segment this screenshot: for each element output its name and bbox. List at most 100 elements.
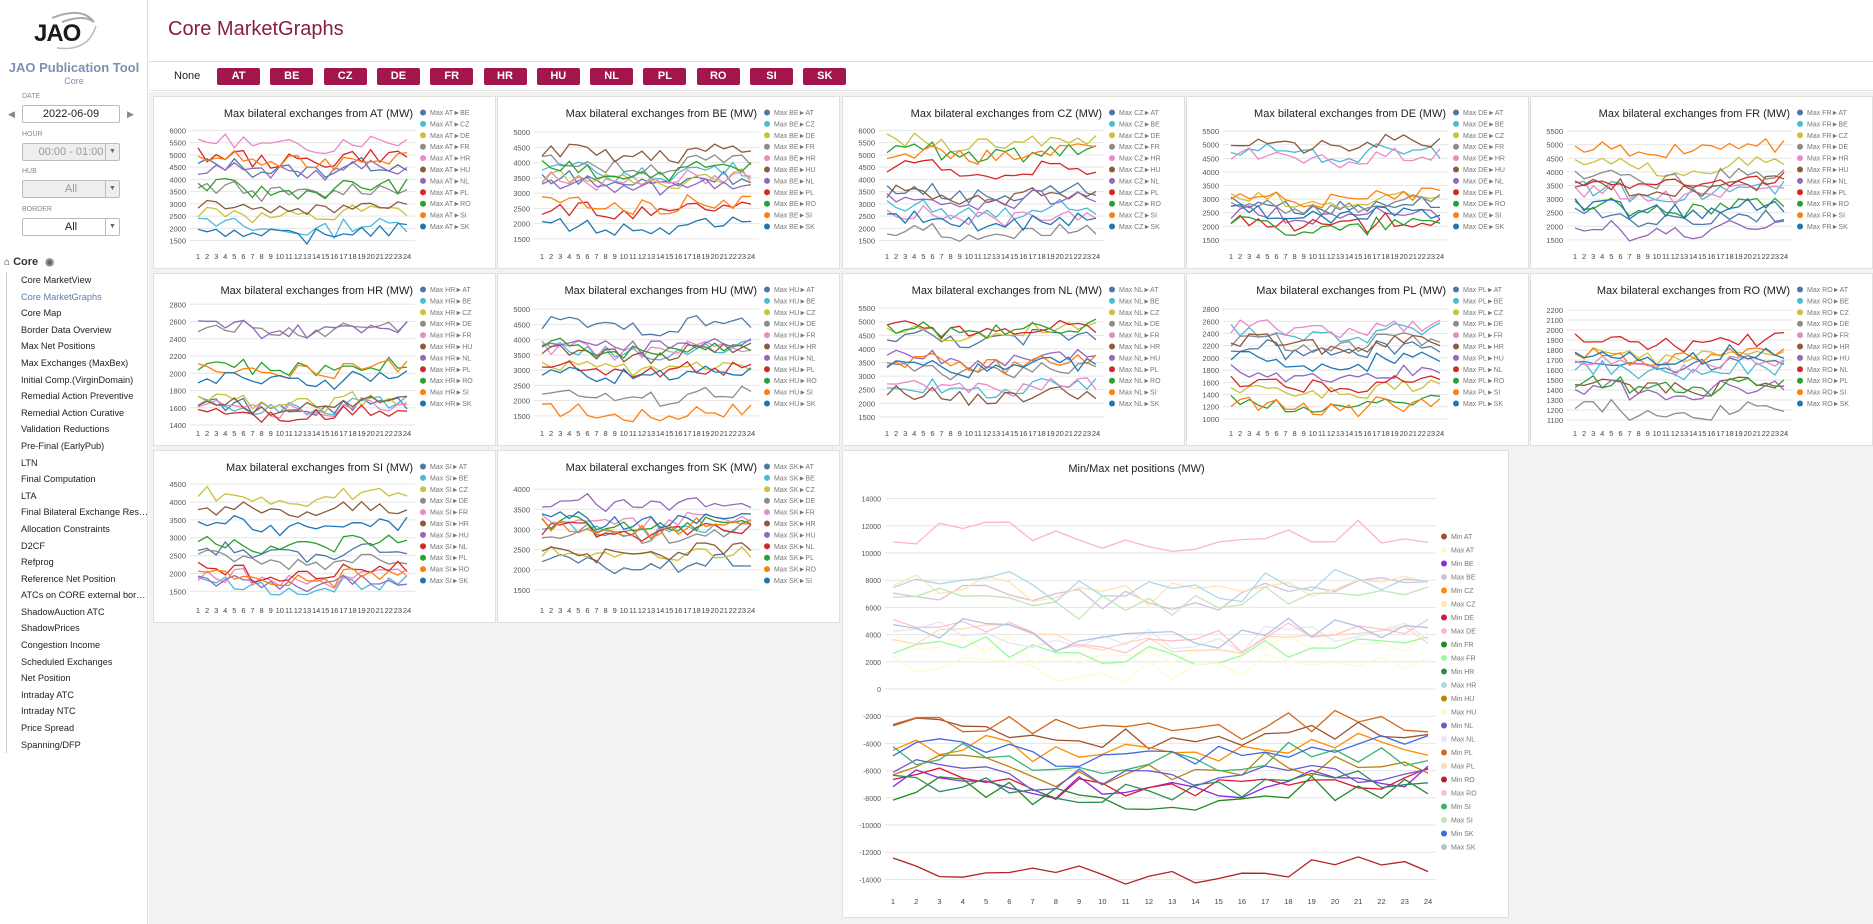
x-tick-label: 13 <box>647 606 655 615</box>
x-tick-label: 12 <box>1671 429 1679 438</box>
hub-select[interactable]: All ▼ <box>22 180 120 198</box>
y-tick-label: 2500 <box>169 552 186 561</box>
zone-button-si[interactable]: SI <box>750 68 793 85</box>
sidebar-item[interactable]: D2CF <box>21 540 45 551</box>
x-tick-label: 3 <box>214 252 218 261</box>
sidebar-item[interactable]: Validation Reductions <box>21 424 110 435</box>
x-tick-label: 17 <box>339 252 347 261</box>
sidebar-item[interactable]: Reference Net Position <box>21 573 116 584</box>
y-tick-label: 3000 <box>169 200 186 209</box>
x-tick-label: 11 <box>974 429 982 438</box>
legend-swatch <box>1797 223 1803 230</box>
zone-button-cz[interactable]: CZ <box>323 68 367 85</box>
sidebar-item[interactable]: Intraday ATC <box>21 689 74 700</box>
zone-button-ro[interactable]: RO <box>696 68 740 85</box>
zone-button-hr[interactable]: HR <box>483 68 527 85</box>
y-tick-label: 4000 <box>1546 168 1563 177</box>
y-tick-label: 2500 <box>513 381 530 390</box>
sidebar-item[interactable]: ShadowAuction ATC <box>21 606 105 617</box>
sidebar-item[interactable]: Border Data Overview <box>21 324 112 335</box>
series-line <box>1574 167 1785 190</box>
sidebar-item[interactable]: Pre-Final (EarlyPub) <box>21 440 105 451</box>
x-tick-label: 3 <box>1591 429 1595 438</box>
legend-item: Max HR►AT <box>430 287 471 294</box>
legend-swatch <box>420 389 426 396</box>
hour-select[interactable]: 00:00 - 01:00 ▼ <box>22 143 120 161</box>
sidebar-item[interactable]: Net Position <box>21 673 71 684</box>
sidebar-item[interactable]: LTA <box>21 490 37 501</box>
sidebar-item[interactable]: Remedial Action Preventive <box>21 391 134 402</box>
prev-date-icon[interactable]: ◀ <box>8 109 15 119</box>
x-tick-label: 4 <box>223 606 227 615</box>
legend-item: Max DE►SK <box>1463 224 1504 231</box>
x-tick-label: 12 <box>294 606 302 615</box>
sidebar-item[interactable]: Refprog <box>21 557 54 568</box>
y-tick-label: 3000 <box>169 534 186 543</box>
zone-button-at[interactable]: AT <box>217 68 260 85</box>
x-tick-label: 5 <box>1265 429 1269 438</box>
page-title: Core MarketGraphs <box>168 18 344 40</box>
series-line <box>892 618 1429 654</box>
legend-swatch <box>764 486 770 493</box>
filter-none[interactable]: None <box>174 70 201 82</box>
zone-button-be[interactable]: BE <box>270 68 314 85</box>
legend-item: Max DE►PL <box>1463 190 1503 197</box>
eye-icon[interactable]: ◉ <box>45 257 54 268</box>
y-tick-label: 1800 <box>1546 346 1563 355</box>
sidebar-item[interactable]: Final Computation <box>21 474 96 485</box>
sidebar-item[interactable]: Price Spread <box>21 723 75 734</box>
y-tick-label: 2000 <box>858 224 875 233</box>
series-line <box>197 575 408 596</box>
x-tick-label: 1 <box>885 252 889 261</box>
zone-button-pl[interactable]: PL <box>643 68 687 85</box>
legend-item: Max RO►CZ <box>1807 310 1850 317</box>
sidebar-item[interactable]: Intraday NTC <box>21 706 76 717</box>
zone-button-de[interactable]: DE <box>376 68 420 85</box>
x-tick-label: 10 <box>276 429 284 438</box>
nav-section-core[interactable]: ⌂ Core ◉ <box>4 256 54 268</box>
x-tick-label: 10 <box>1653 252 1661 261</box>
series-line <box>1230 204 1441 224</box>
sidebar-item[interactable]: Final Bilateral Exchange Restri... <box>21 507 149 518</box>
legend-item: Max AT►BE <box>430 110 470 117</box>
border-select[interactable]: All ▼ <box>22 218 120 236</box>
next-date-icon[interactable]: ▶ <box>127 109 134 119</box>
zone-button-sk[interactable]: SK <box>803 68 847 85</box>
series-line <box>541 201 752 220</box>
sidebar-item[interactable]: Max Exchanges (MaxBex) <box>21 357 129 368</box>
zone-button-nl[interactable]: NL <box>590 68 634 85</box>
x-tick-label: 12 <box>638 429 646 438</box>
x-tick-label: 2 <box>205 252 209 261</box>
legend-swatch <box>764 155 770 162</box>
zone-button-hu[interactable]: HU <box>536 68 580 85</box>
date-picker[interactable]: 2022-06-09 <box>22 105 120 123</box>
sidebar-item[interactable]: Congestion Income <box>21 640 101 651</box>
series-line <box>892 732 1429 763</box>
sidebar-item[interactable]: Core MarketView <box>21 275 92 285</box>
sidebar-item[interactable]: Scheduled Exchanges <box>21 656 113 667</box>
legend-swatch <box>1109 366 1115 373</box>
legend-item: Max SK <box>1451 845 1476 852</box>
x-tick-label: 16 <box>674 252 682 261</box>
sidebar-item[interactable]: Core MarketGraphs <box>21 291 102 302</box>
series-line <box>1230 193 1441 216</box>
legend-item: Max BE►SK <box>774 224 815 231</box>
series-line <box>1230 364 1441 383</box>
sidebar-item[interactable]: Max Net Positions <box>21 341 96 352</box>
sidebar-item[interactable]: Initial Comp.(VirginDomain) <box>21 374 134 385</box>
x-tick-label: 11 <box>629 606 637 615</box>
sidebar-item[interactable]: LTN <box>21 457 38 468</box>
sidebar-item[interactable]: ShadowPrices <box>21 623 80 634</box>
x-tick-label: 6 <box>930 429 934 438</box>
series-line <box>541 510 752 531</box>
zone-button-fr[interactable]: FR <box>430 68 474 85</box>
x-tick-label: 9 <box>613 429 617 438</box>
chart-title: Max bilateral exchanges from DE (MW) <box>1254 108 1446 120</box>
sidebar-item[interactable]: Core Map <box>21 308 62 319</box>
y-tick-label: 2000 <box>169 569 186 578</box>
jao-logo[interactable]: JAO <box>22 8 122 56</box>
sidebar-item[interactable]: Spanning/DFP <box>21 739 81 750</box>
sidebar-item[interactable]: Allocation Constraints <box>21 523 110 534</box>
sidebar-item[interactable]: Remedial Action Curative <box>21 407 125 418</box>
sidebar-item[interactable]: ATCs on CORE external borders <box>21 590 149 601</box>
